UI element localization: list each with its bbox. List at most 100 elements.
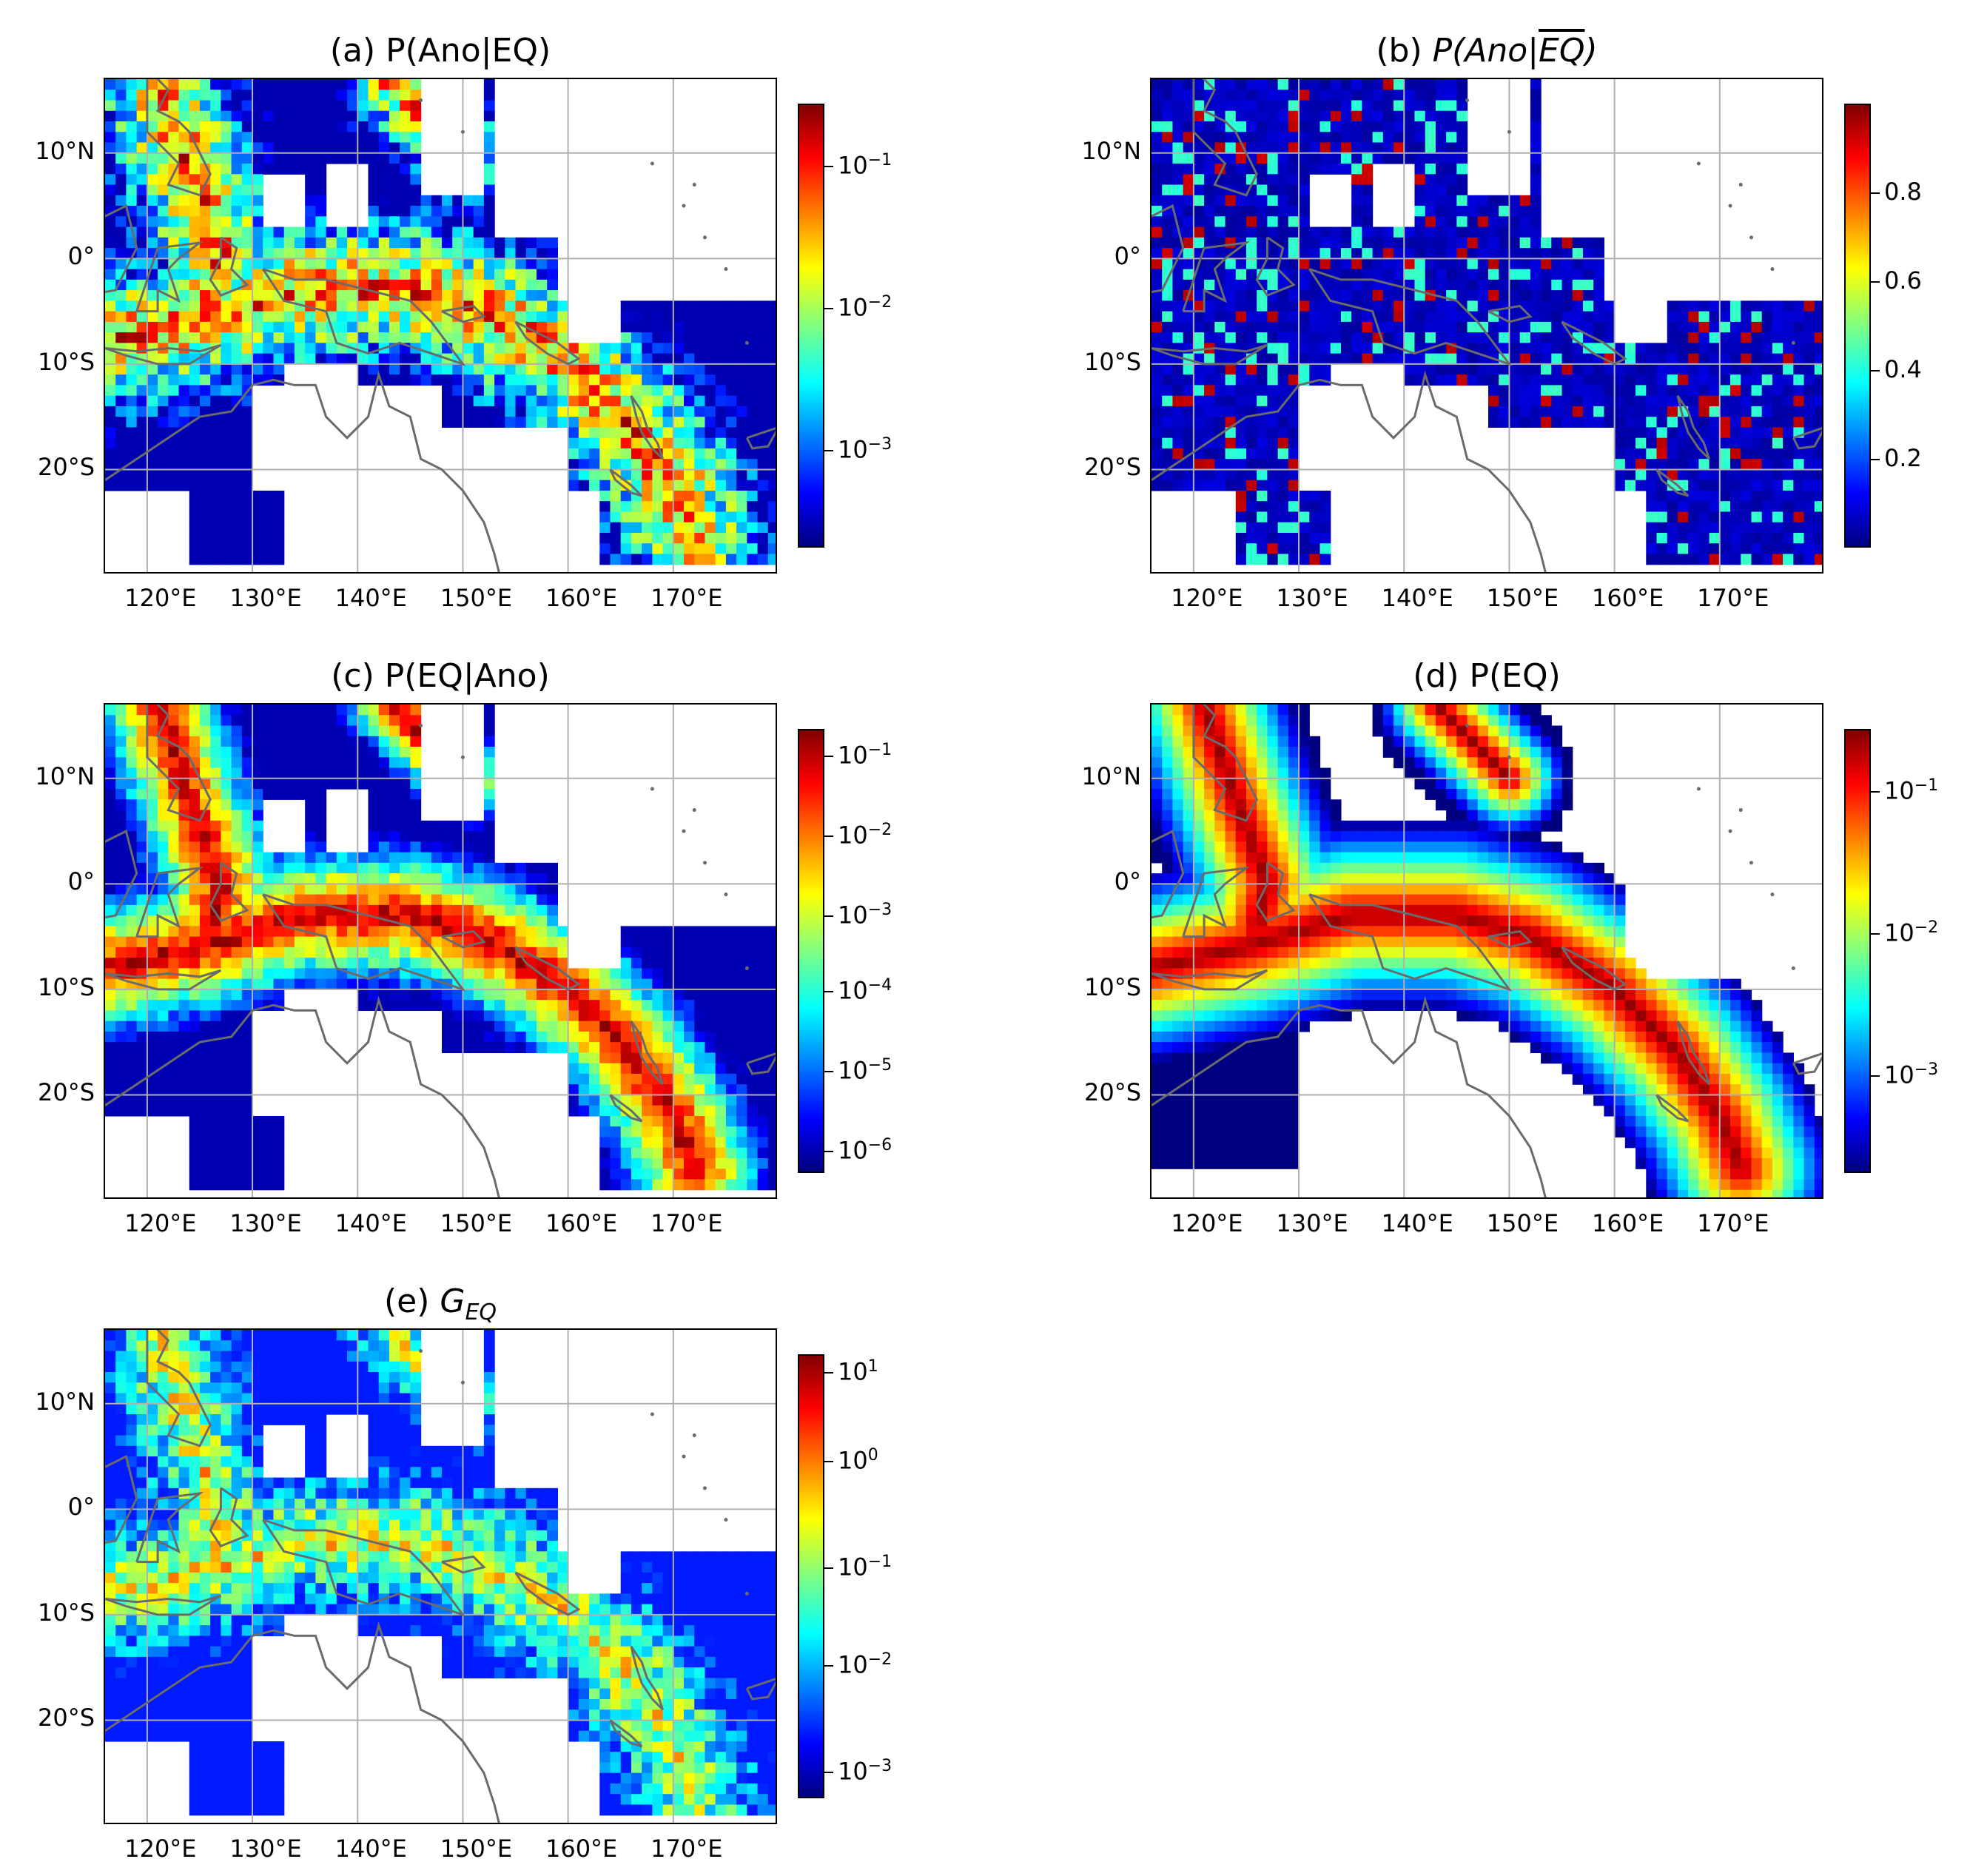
grid-cell bbox=[400, 873, 411, 884]
grid-cell bbox=[400, 789, 411, 800]
grid-cell bbox=[736, 427, 747, 439]
grid-cell bbox=[757, 417, 769, 428]
panel-b-title: (b) P(Ano|EQ) bbox=[1265, 32, 1709, 70]
grid-cell bbox=[1741, 427, 1752, 439]
grid-cell bbox=[1288, 532, 1300, 544]
grid-cell bbox=[158, 1095, 169, 1106]
grid-cell bbox=[1267, 174, 1279, 186]
grid-cell bbox=[199, 290, 211, 301]
grid-cell bbox=[1172, 448, 1184, 460]
grid-cell bbox=[1351, 195, 1362, 206]
grid-cell bbox=[705, 385, 716, 397]
grid-cell bbox=[221, 968, 232, 980]
grid-cell bbox=[1751, 343, 1763, 354]
grid-cell bbox=[294, 873, 306, 884]
grid-cell bbox=[1235, 459, 1247, 471]
grid-cell bbox=[126, 810, 138, 821]
grid-cell bbox=[525, 894, 537, 906]
grid-cell bbox=[1656, 554, 1668, 565]
grid-cell bbox=[1435, 216, 1447, 228]
grid-cell bbox=[1435, 269, 1447, 280]
grid-cell bbox=[1551, 248, 1563, 259]
grid-cell bbox=[105, 767, 116, 779]
grid-cell bbox=[1183, 406, 1194, 417]
grid-cell bbox=[483, 1042, 495, 1054]
grid-cell bbox=[410, 894, 422, 906]
grid-cell bbox=[1235, 121, 1247, 132]
grid-cell bbox=[378, 100, 390, 112]
coastline bbox=[1676, 394, 1711, 460]
grid-cell bbox=[1277, 427, 1289, 439]
grid-cell bbox=[189, 511, 201, 523]
latitude-label: 20°S bbox=[1083, 453, 1141, 482]
grid-cell bbox=[400, 279, 411, 291]
grid-cell bbox=[1509, 363, 1521, 375]
grid-cell bbox=[136, 406, 148, 417]
grid-cell bbox=[673, 385, 685, 397]
grid-cell bbox=[442, 1031, 453, 1043]
grid-cell bbox=[599, 459, 611, 471]
grid-cell bbox=[158, 1084, 169, 1096]
grid-cell bbox=[178, 799, 190, 811]
grid-cell bbox=[1530, 216, 1542, 228]
grid-cell bbox=[1172, 374, 1184, 386]
grid-cell bbox=[515, 936, 527, 948]
grid-cell bbox=[199, 1084, 211, 1096]
grid-cell bbox=[178, 989, 190, 1001]
grid-cell bbox=[1267, 511, 1279, 523]
grid-cell bbox=[1814, 311, 1822, 323]
grid-cell bbox=[368, 184, 380, 196]
grid-cell bbox=[400, 831, 411, 842]
grid-cell bbox=[1435, 237, 1447, 249]
grid-cell bbox=[1299, 490, 1310, 502]
grid-cell bbox=[178, 437, 190, 449]
grid-cell bbox=[168, 132, 180, 144]
grid-cell bbox=[578, 469, 590, 481]
grid-cell bbox=[1204, 121, 1215, 132]
grid-cell bbox=[1667, 406, 1678, 417]
grid-cell bbox=[610, 989, 622, 1001]
grid-cell bbox=[168, 90, 180, 101]
grid-cell bbox=[221, 459, 232, 471]
grid-cell bbox=[283, 904, 295, 916]
grid-cell bbox=[463, 1010, 474, 1022]
grid-cell bbox=[452, 989, 464, 1001]
grid-cell bbox=[589, 968, 600, 980]
grid-cell bbox=[1667, 490, 1678, 502]
grid-cell bbox=[1183, 258, 1194, 270]
grid-cell bbox=[1446, 311, 1457, 323]
grid-cell bbox=[158, 195, 169, 206]
grid-cell bbox=[1394, 300, 1405, 312]
grid-cell bbox=[1698, 511, 1710, 523]
grid-cell bbox=[410, 79, 422, 90]
grid-cell bbox=[1741, 448, 1752, 460]
grid-cell bbox=[1245, 152, 1257, 164]
grid-cell bbox=[431, 820, 443, 832]
grid-cell bbox=[294, 79, 306, 90]
grid-cell bbox=[389, 237, 400, 249]
grid-cell bbox=[515, 915, 527, 927]
grid-cell bbox=[252, 554, 263, 565]
grid-cell bbox=[315, 132, 327, 144]
grid-cell bbox=[452, 206, 464, 217]
grid-cell bbox=[652, 311, 664, 323]
grid-cell bbox=[378, 715, 390, 727]
grid-cell bbox=[1309, 79, 1321, 90]
grid-cell bbox=[1667, 459, 1678, 471]
grid-cell bbox=[1394, 79, 1405, 90]
grid-cell bbox=[442, 1000, 453, 1012]
grid-cell bbox=[221, 343, 232, 354]
grid-cell bbox=[1330, 343, 1342, 354]
grid-cell bbox=[378, 862, 390, 874]
grid-cell bbox=[420, 915, 432, 927]
grid-cell bbox=[652, 459, 664, 471]
grid-cell bbox=[231, 448, 243, 460]
grid-cell bbox=[1761, 417, 1773, 428]
grid-cell bbox=[410, 90, 422, 101]
grid-cell bbox=[347, 958, 358, 969]
grid-cell bbox=[1257, 100, 1268, 112]
grid-cell bbox=[473, 321, 485, 333]
grid-cell bbox=[694, 321, 706, 333]
grid-cell bbox=[620, 469, 632, 481]
grid-cell bbox=[483, 353, 495, 365]
